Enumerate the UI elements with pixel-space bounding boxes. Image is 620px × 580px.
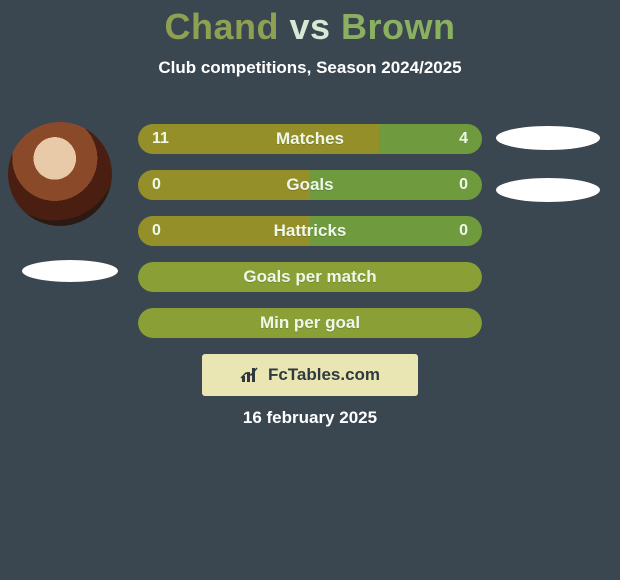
logo-text: FcTables.com: [268, 365, 380, 385]
page-title: Chand vs Brown: [0, 0, 620, 48]
stat-seg-right: [310, 216, 482, 246]
player-left-avatar: [8, 122, 112, 226]
title-left: Chand: [164, 6, 279, 47]
subtitle: Club competitions, Season 2024/2025: [0, 58, 620, 78]
title-vs: vs: [289, 6, 330, 47]
stat-row: Goals00: [138, 170, 482, 200]
stat-row: Matches114: [138, 124, 482, 154]
bar-chart-icon: [240, 366, 262, 384]
title-right: Brown: [341, 6, 456, 47]
stats-bars: Matches114 Goals00 Hattricks00 Goals per ma…: [138, 124, 482, 354]
stat-seg-right: [379, 124, 482, 154]
logo-box: FcTables.com: [202, 354, 418, 396]
stat-seg-right: [310, 170, 482, 200]
stat-row: Goals per match: [138, 262, 482, 292]
stat-seg-left: [138, 216, 310, 246]
player-right-avatar: [496, 126, 600, 150]
footer-date: 16 february 2025: [0, 408, 620, 428]
stat-seg-left: [138, 170, 310, 200]
stat-seg-left: [138, 124, 379, 154]
player-right-name-pill: [496, 178, 600, 202]
player-left-name-pill: [22, 260, 118, 282]
stat-row: Hattricks00: [138, 216, 482, 246]
stat-row: Min per goal: [138, 308, 482, 338]
